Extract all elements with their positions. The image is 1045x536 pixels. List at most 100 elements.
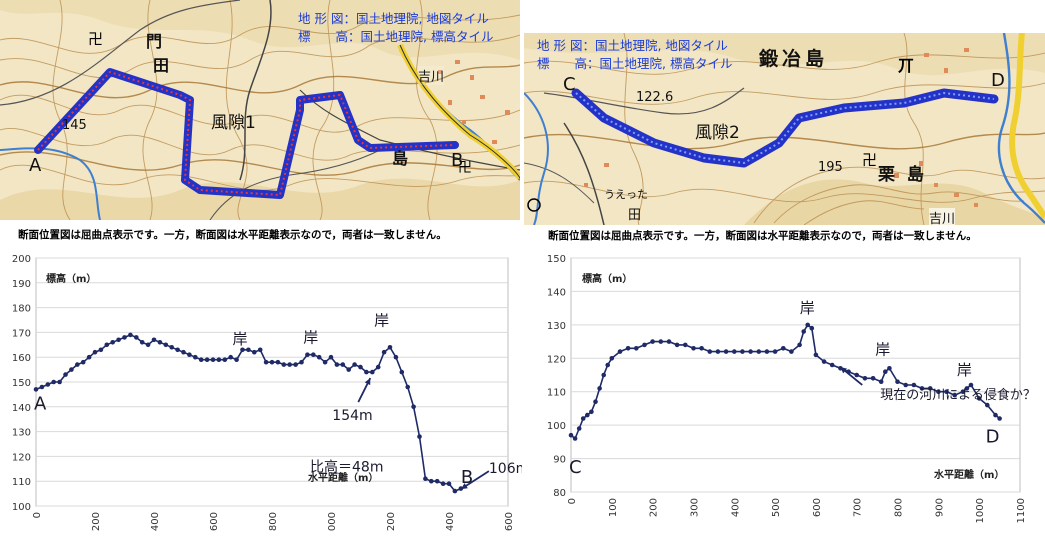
chart2-annotation-4: 現在の河川による侵食か？ — [880, 387, 1036, 403]
chart1-point-19 — [145, 342, 151, 348]
chart2-point-56 — [960, 389, 966, 394]
chart2-point-36 — [809, 325, 815, 331]
chart1-point-15 — [122, 335, 127, 340]
chart1-point-55 — [358, 364, 363, 370]
chart2-ytick-label-130: 130 — [547, 321, 566, 332]
map2-caption: 断面位置図は屈曲点表示です。一方，断面図は水平距離表示なので，両者は一致しません… — [548, 230, 977, 242]
chart1-point-16 — [128, 332, 133, 338]
chart2-xtick-label-800: 800 — [894, 498, 905, 517]
map1-kanji-shima: 島 — [392, 149, 409, 168]
svg-text:卍: 卍 — [88, 30, 103, 48]
chart2-point-43 — [862, 376, 868, 381]
chart2-xtick-label-500: 500 — [771, 498, 782, 517]
chart2-point-52 — [927, 386, 933, 391]
chart1-point-23 — [169, 345, 174, 350]
chart1-annotation-1: 岸 — [233, 330, 248, 348]
chart1-ytick-label-190: 190 — [12, 279, 31, 290]
chart1-annotation-arrowhead-4 — [364, 378, 371, 386]
chart1-xtick-label-1000: 1000 — [327, 512, 338, 532]
chart1-point-18 — [139, 340, 145, 345]
chart1-point-41 — [275, 359, 281, 365]
chart1-ytick-label-150: 150 — [12, 378, 31, 389]
chart1-ylabel: 標高（m） — [46, 272, 96, 285]
chart2-xtick-label-100: 100 — [608, 498, 619, 517]
chart2-point-24 — [723, 349, 729, 354]
chart1-xtick-label-1600: 1600 — [504, 512, 515, 532]
map2-point-c: C — [563, 74, 576, 95]
chart1-ytick-label-200: 200 — [12, 254, 31, 265]
chart1-point-64 — [411, 404, 416, 410]
chart1-point-62 — [399, 369, 405, 375]
chart1-annotation-0: A — [34, 393, 47, 414]
chart2-point-60 — [985, 402, 990, 408]
chart1-point-3 — [51, 379, 56, 385]
chart1-ytick-label-170: 170 — [12, 328, 31, 339]
chart2-point-16 — [658, 339, 664, 344]
chart2-xtick-label-300: 300 — [689, 498, 700, 517]
chart2-ytick-label-140: 140 — [547, 287, 566, 298]
chart2-point-32 — [789, 349, 794, 354]
chart2-point-58 — [968, 382, 974, 388]
chart1-point-5 — [63, 372, 68, 377]
chart2-point-29 — [764, 349, 770, 354]
chart1-point-30 — [210, 357, 216, 362]
chart1-point-45 — [299, 359, 304, 365]
chart2-point-48 — [895, 379, 900, 384]
chart2-point-21 — [699, 346, 704, 351]
chart1-point-21 — [157, 340, 163, 345]
chart2-annotation-arrowhead-4 — [840, 366, 848, 374]
chart2-point-15 — [650, 339, 655, 344]
chart1-point-59 — [381, 349, 387, 355]
map1-point-b: B — [451, 150, 464, 171]
chart1-point-29 — [204, 357, 210, 362]
chart1-ytick-label-120: 120 — [12, 452, 31, 463]
chart1-point-58 — [375, 364, 381, 370]
chart1-ytick-label-130: 130 — [12, 428, 31, 439]
chart2-point-11 — [617, 349, 623, 354]
chart2-annotation-1: 岸 — [800, 299, 815, 317]
chart2-point-3 — [580, 416, 586, 421]
map2-section-label: 風隙2 — [695, 123, 740, 143]
chart1-point-54 — [352, 362, 357, 367]
chart1-xtick-label-400: 400 — [150, 512, 161, 531]
chart1-xtick-label-800: 800 — [268, 512, 279, 531]
chart2-point-49 — [903, 382, 908, 388]
map1-contour-label: 145 — [62, 118, 87, 133]
chart1-point-28 — [198, 357, 204, 362]
chart1-point-48 — [316, 354, 322, 360]
chart1-ytick-label-100: 100 — [12, 502, 31, 513]
chart2-point-31 — [781, 346, 786, 351]
chart2-point-9 — [605, 362, 610, 368]
chart2-point-26 — [740, 349, 745, 354]
map1-kanji-mon: 門 — [146, 32, 163, 51]
chart2-point-22 — [707, 349, 713, 354]
chart2-point-25 — [732, 349, 737, 354]
chart2-point-55 — [952, 392, 957, 398]
chart2-point-8 — [601, 372, 606, 378]
chart2-point-51 — [919, 386, 925, 391]
chart1-point-70 — [446, 481, 452, 486]
chart2-point-46 — [883, 369, 888, 374]
map2-canvas: 卍 丌 — [524, 33, 1045, 225]
chart2-point-7 — [597, 386, 602, 391]
chart1-point-0 — [33, 387, 39, 392]
map2-point-d: D — [991, 70, 1005, 91]
chart2-point-42 — [854, 372, 859, 378]
chart1-xtick-label-1400: 1400 — [445, 512, 456, 532]
profile-chart-1-svg: 100 110 120 130 140 150 160 170 180 190 200 0 200 400… — [12, 254, 529, 536]
chart1-point-1 — [39, 384, 45, 390]
map2-small-label-uetta: うえった — [604, 188, 648, 201]
map2-small-label-den: 田 — [628, 208, 642, 223]
chart1-point-67 — [429, 478, 434, 484]
chart2-annotation-2: 岸 — [875, 340, 890, 358]
chart2-ytick-label-100: 100 — [547, 421, 566, 432]
map2-area-kurishima: 栗 島 — [878, 165, 927, 185]
chart1-ytick-label-110: 110 — [12, 477, 31, 488]
chart1-annotation-5: 比高＝48m — [310, 459, 383, 476]
chart1-point-13 — [110, 340, 115, 345]
chart2-ylabel: 標高（m） — [582, 272, 632, 285]
chart1-point-51 — [334, 362, 340, 367]
chart2-point-28 — [756, 349, 762, 354]
profile-chart-2-svg: 80 90 100 110 120 130 140 150 0 100 200 300 400 500 60… — [547, 254, 1036, 523]
chart2-xlabel: 水平距離（m） — [933, 468, 1004, 481]
